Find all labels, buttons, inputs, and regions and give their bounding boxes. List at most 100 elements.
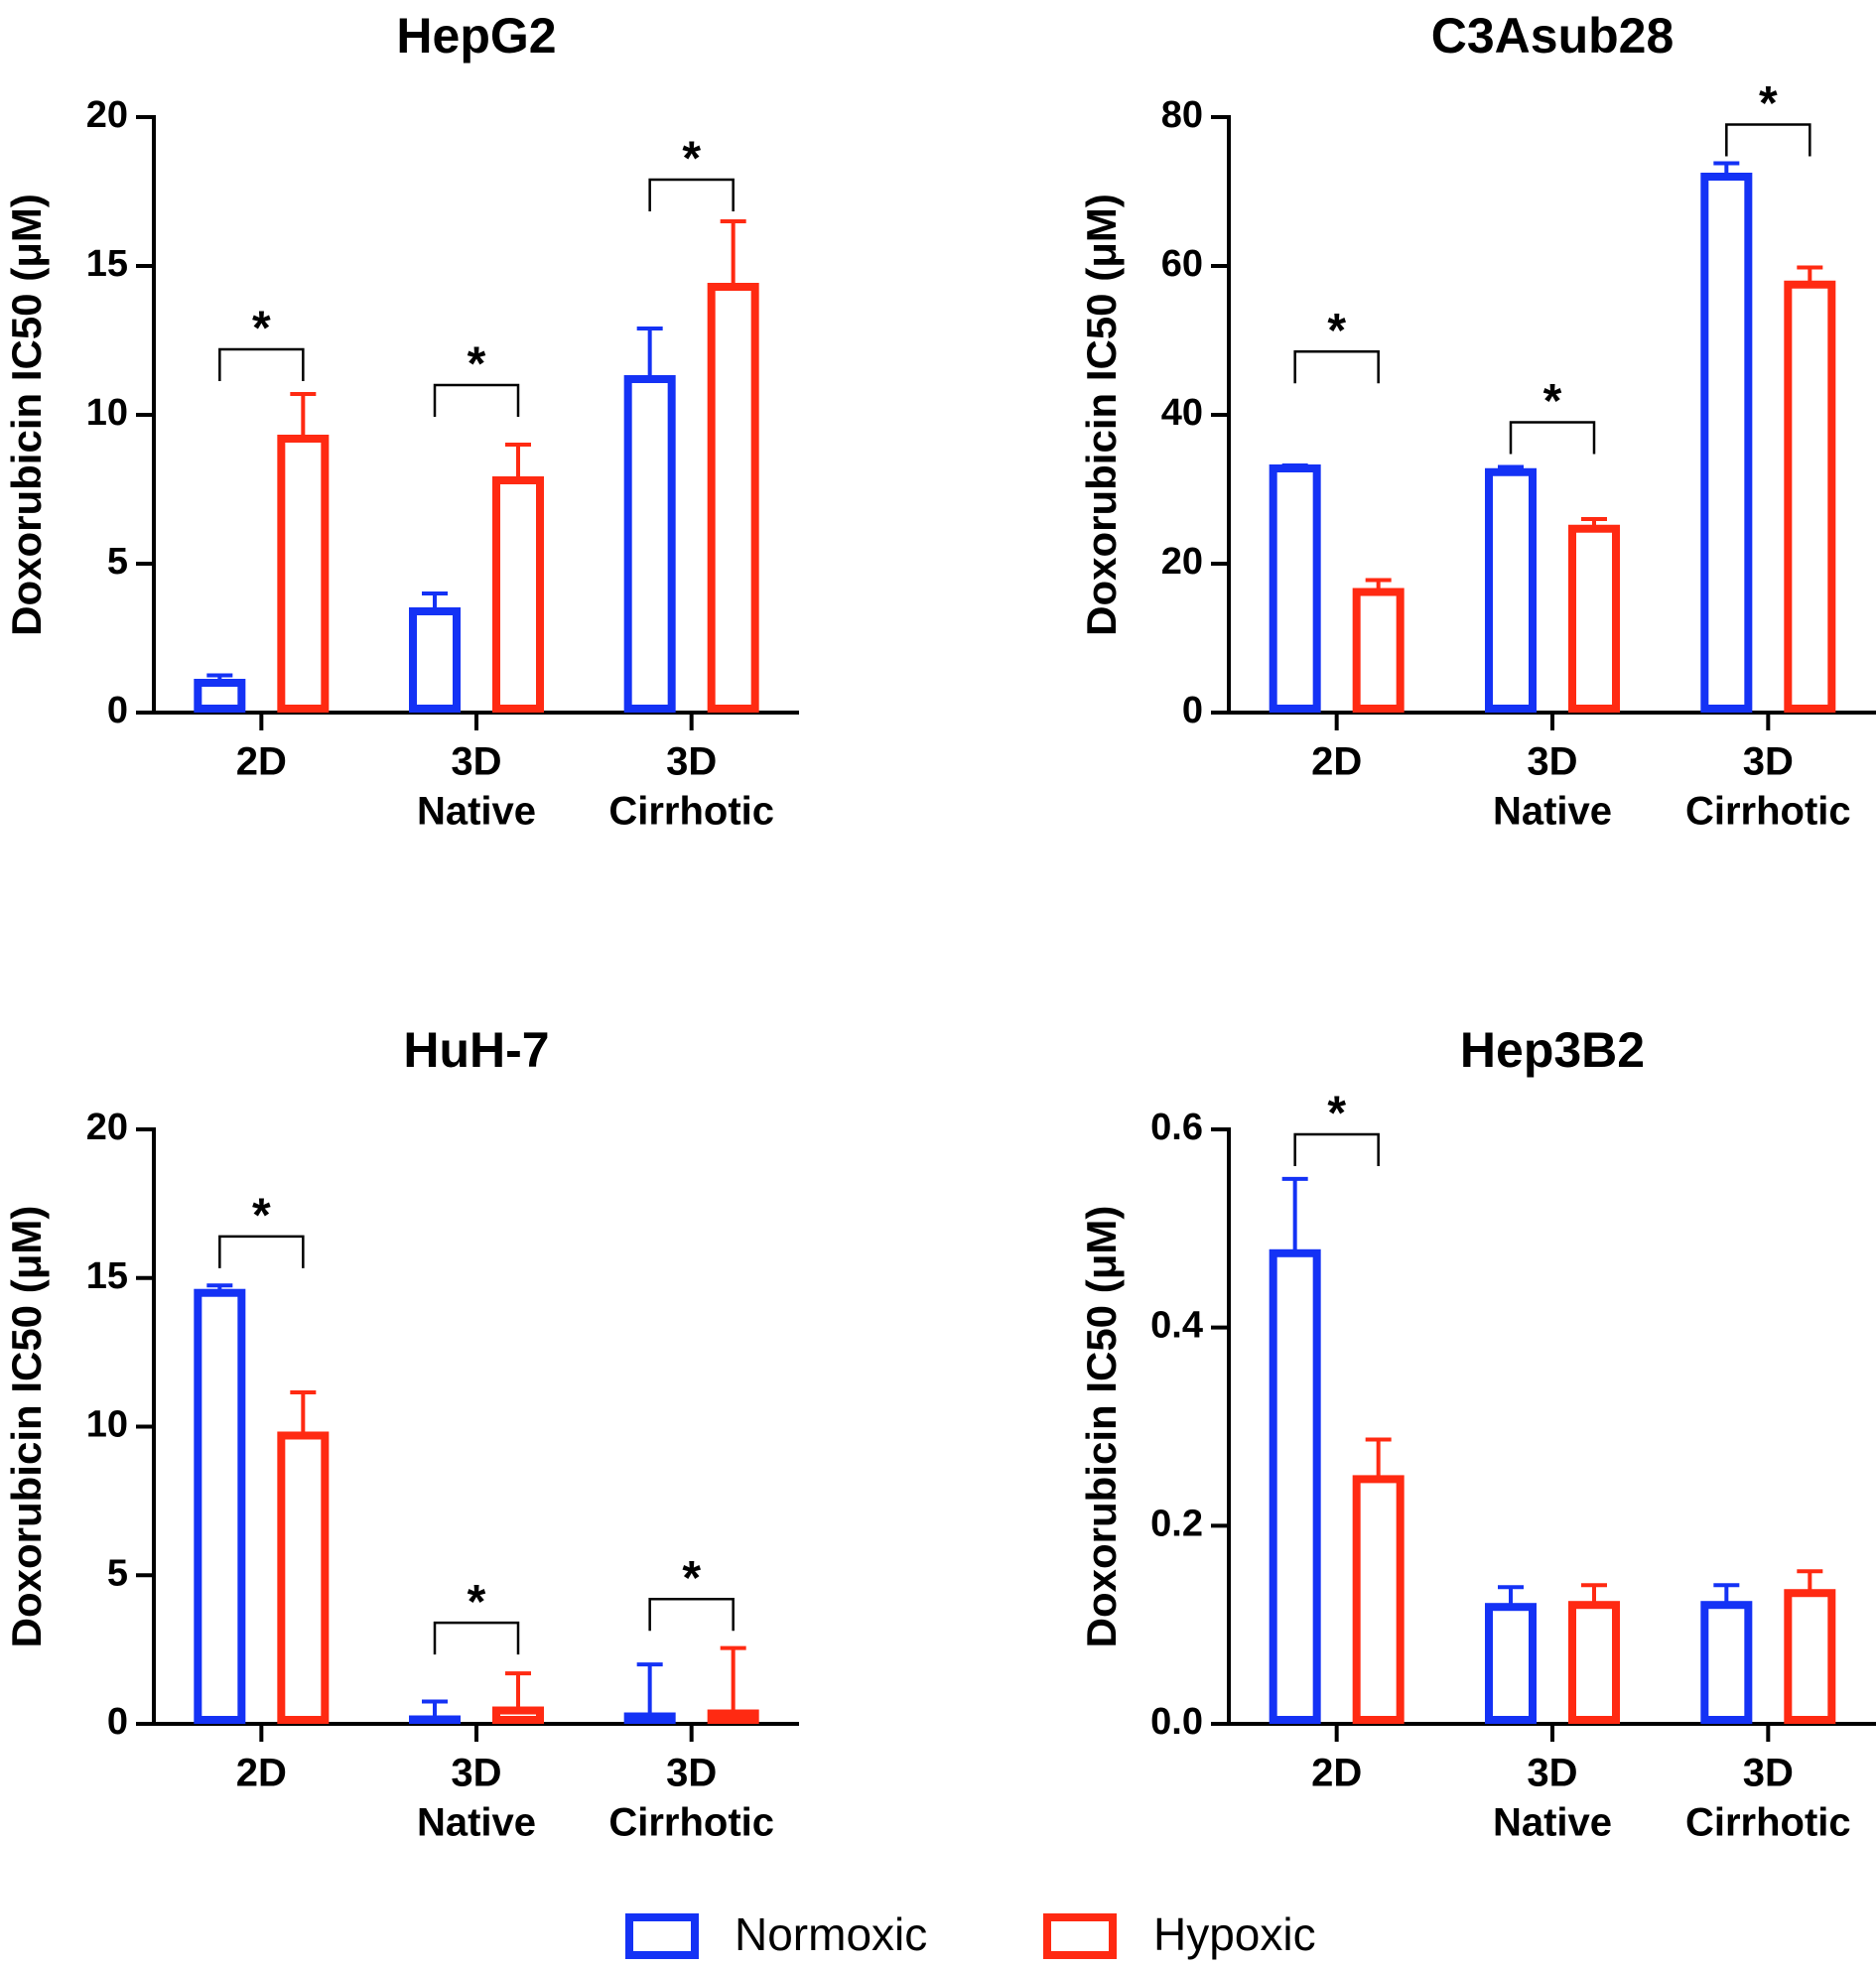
y-tick-label: 0.0 [1150,1701,1203,1743]
chart-panel-0: HepG2 Doxorubicin IC50 (μM) 0 5 10 15 20 2D 3D Na… [3,8,799,834]
legend-label-normoxic: Normoxic [735,1908,927,1960]
bar-normoxic [409,607,461,713]
x-category-label: 3D [1527,1752,1577,1795]
chart-title: Hep3B2 [1460,1022,1645,1078]
chart-panels: HepG2 Doxorubicin IC50 (μM) 0 5 10 15 20 2D 3D Na… [3,8,1876,1845]
y-tick-label: 0 [107,690,128,731]
y-axis-label: Doxorubicin IC50 (μM) [1078,1206,1125,1648]
bar-normoxic [1485,467,1537,713]
y-tick-label: 15 [86,243,128,285]
significance-star: * [468,338,486,391]
y-tick-label: 60 [1161,243,1203,285]
chart-title: HepG2 [396,8,556,64]
x-category-label: 3D [1743,740,1794,784]
x-category-label: 3D [1527,740,1577,784]
significance-bracket [218,1235,305,1268]
significance-bracket [1509,421,1596,455]
x-category-label: Native [1493,1801,1612,1845]
chart-panel-2: HuH-7 Doxorubicin IC50 (μM) 0 5 10 15 20 2D 3D Na… [3,1022,799,1845]
significance-star: * [468,1576,486,1629]
chart-panel-1: C3Asub28 Doxorubicin IC50 (μM) 0 20 40 60 80 2D… [1078,8,1876,834]
chart-title: HuH-7 [403,1022,549,1078]
significance-star: * [252,303,271,355]
bar-hypoxic [1352,1475,1405,1724]
bar-hypoxic [492,1706,544,1724]
x-category-label: Cirrhotic [1685,790,1851,834]
x-category-label: Cirrhotic [608,1801,774,1845]
significance-bracket [648,178,735,211]
significance-bracket [433,1621,520,1655]
x-category-label: 3D [451,740,501,784]
bar-normoxic [409,1715,461,1725]
y-tick-label: 20 [1161,541,1203,583]
y-axis-label: Doxorubicin IC50 (μM) [3,1206,50,1648]
legend-label-hypoxic: Hypoxic [1153,1908,1316,1960]
legend-swatch-normoxic [625,1913,699,1959]
x-category-label: 3D [666,1752,717,1795]
y-tick-label: 0 [107,1701,128,1743]
bar-normoxic [1700,1601,1753,1724]
x-category-label: 2D [236,1752,287,1795]
x-category-label: 2D [236,740,287,784]
bar-hypoxic [707,1709,759,1724]
legend-swatch-hypoxic [1043,1913,1117,1959]
bar-normoxic [623,375,676,713]
bar-normoxic [1269,1248,1321,1724]
x-category-label: 2D [1311,740,1362,784]
significance-bracket [433,383,520,417]
bar-hypoxic [1784,280,1836,713]
bar-hypoxic [1784,1589,1836,1724]
y-tick-label: 10 [86,392,128,434]
x-category-label: 3D [666,740,717,784]
significance-bracket [1725,123,1811,157]
y-axis-label: Doxorubicin IC50 (μM) [1078,194,1125,636]
bar-hypoxic [1568,524,1620,713]
y-tick-label: 80 [1161,94,1203,136]
significance-star: * [1759,77,1778,130]
legend: Normoxic Hypoxic [625,1908,1316,1960]
significance-bracket [1293,350,1380,384]
significance-star: * [682,133,701,186]
chart-title: C3Asub28 [1431,8,1675,64]
x-category-label: 2D [1311,1752,1362,1795]
bar-hypoxic [492,476,544,713]
bar-hypoxic [1568,1601,1620,1724]
y-tick-label: 15 [86,1255,128,1297]
x-category-label: Native [1493,790,1612,834]
bar-normoxic [194,679,246,713]
bar-normoxic [1485,1603,1537,1724]
y-tick-label: 20 [86,1107,128,1148]
bar-hypoxic [277,1431,330,1724]
bar-normoxic [1269,464,1321,713]
x-category-label: Cirrhotic [608,790,774,834]
y-tick-label: 40 [1161,392,1203,434]
bar-hypoxic [277,435,330,713]
significance-bracket [648,1597,735,1632]
y-axis-label: Doxorubicin IC50 (μM) [3,194,50,636]
y-tick-label: 10 [86,1404,128,1446]
x-category-label: Native [417,790,536,834]
y-tick-label: 0.4 [1150,1305,1203,1347]
y-tick-label: 5 [107,541,128,583]
x-category-label: 3D [1743,1752,1794,1795]
y-tick-label: 0.6 [1150,1107,1203,1148]
y-tick-label: 5 [107,1552,128,1594]
y-tick-label: 20 [86,94,128,136]
bar-normoxic [623,1712,676,1724]
bar-hypoxic [707,283,759,713]
y-tick-label: 0.2 [1150,1503,1203,1544]
significance-star: * [682,1552,701,1605]
bar-normoxic [1700,173,1753,713]
significance-star: * [252,1189,271,1242]
significance-star: * [1327,305,1346,357]
significance-star: * [1543,375,1562,428]
x-category-label: Cirrhotic [1685,1801,1851,1845]
bar-normoxic [194,1288,246,1724]
y-tick-label: 0 [1182,690,1203,731]
significance-star: * [1327,1088,1346,1140]
x-category-label: Native [417,1801,536,1845]
chart-panel-3: Hep3B2 Doxorubicin IC50 (μM) 0.0 0.2 0.4 0.6 2… [1078,1022,1876,1845]
significance-bracket [1293,1132,1380,1166]
x-category-label: 3D [451,1752,501,1795]
